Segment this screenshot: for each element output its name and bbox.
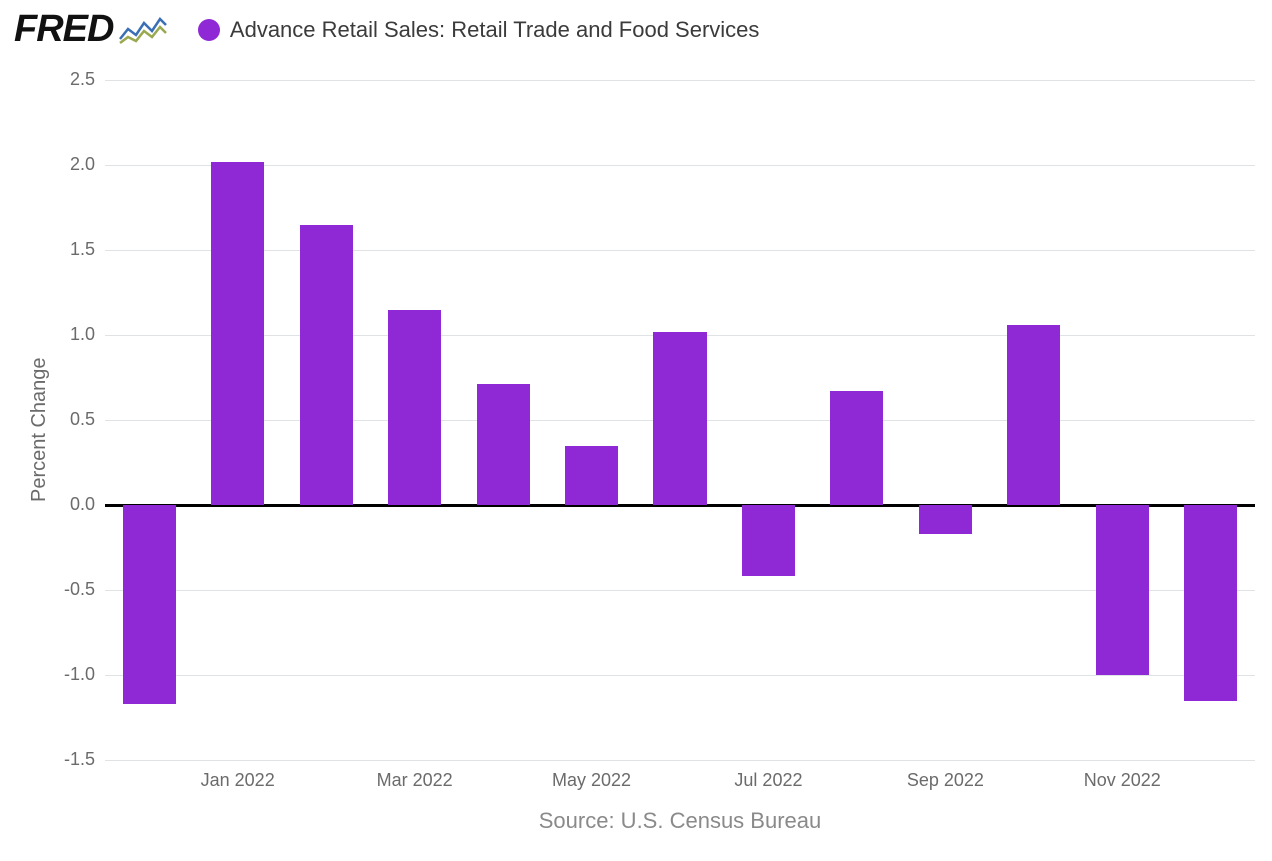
y-axis-title: Percent Change (28, 357, 51, 502)
fred-logo: FRED (14, 8, 168, 51)
y-tick-label: 0.0 (50, 494, 95, 515)
bar (477, 384, 530, 505)
bar (919, 505, 972, 534)
legend: Advance Retail Sales: Retail Trade and F… (198, 17, 760, 43)
x-tick-label: Jan 2022 (178, 770, 298, 791)
chart-line-icon (118, 15, 168, 45)
y-tick-label: -1.0 (50, 664, 95, 685)
gridline (105, 250, 1255, 251)
fred-logo-text: FRED (14, 8, 113, 50)
plot-area (105, 80, 1255, 760)
y-tick-label: -0.5 (50, 579, 95, 600)
chart-header: FRED Advance Retail Sales: Retail Trade … (14, 8, 759, 51)
bar (653, 332, 706, 505)
bar (123, 505, 176, 704)
bar (388, 310, 441, 506)
y-tick-label: 1.5 (50, 239, 95, 260)
bar (1007, 325, 1060, 505)
y-tick-label: 1.0 (50, 324, 95, 345)
gridline (105, 80, 1255, 81)
y-tick-label: -1.5 (50, 749, 95, 770)
y-tick-label: 0.5 (50, 409, 95, 430)
legend-swatch (198, 19, 220, 41)
gridline (105, 675, 1255, 676)
bar (742, 505, 795, 576)
source-attribution: Source: U.S. Census Bureau (105, 808, 1255, 834)
legend-label: Advance Retail Sales: Retail Trade and F… (230, 17, 760, 43)
bar (565, 446, 618, 506)
x-tick-label: Mar 2022 (355, 770, 475, 791)
gridline (105, 760, 1255, 761)
x-tick-label: May 2022 (532, 770, 652, 791)
x-tick-label: Nov 2022 (1062, 770, 1182, 791)
bar (300, 225, 353, 506)
bar (830, 391, 883, 505)
gridline (105, 165, 1255, 166)
y-tick-label: 2.0 (50, 154, 95, 175)
bar (1096, 505, 1149, 675)
bar (211, 162, 264, 505)
x-tick-label: Jul 2022 (708, 770, 828, 791)
gridline (105, 590, 1255, 591)
x-tick-label: Sep 2022 (885, 770, 1005, 791)
y-tick-label: 2.5 (50, 69, 95, 90)
bar (1184, 505, 1237, 701)
